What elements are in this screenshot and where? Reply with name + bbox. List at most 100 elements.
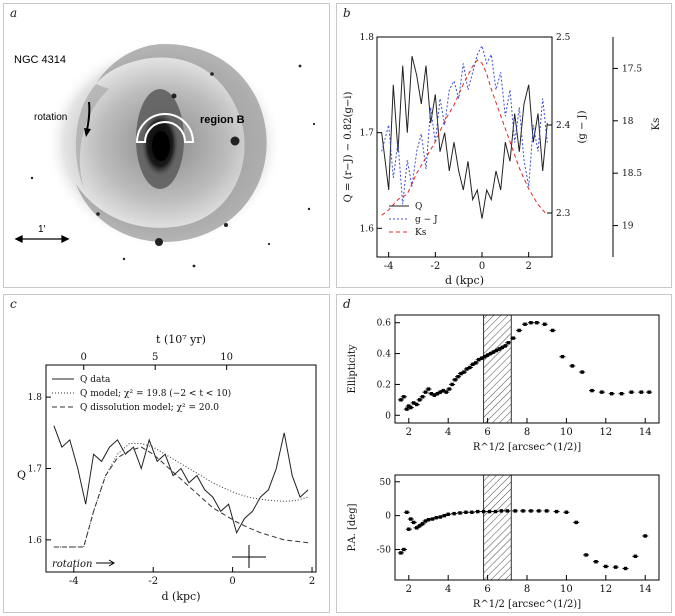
data-point bbox=[535, 321, 539, 325]
data-point bbox=[426, 387, 431, 391]
panel-c: c -4 -2 0 2 d (kpc) 0 5 10 t (10⁷ yr) 1.6 1.7 1.8 Q Q… bbox=[3, 294, 330, 613]
rotation-label: rotation bbox=[52, 559, 92, 570]
x-tick-label: 4 bbox=[445, 427, 451, 438]
x-tick-label: 4 bbox=[445, 584, 451, 595]
data-point bbox=[399, 551, 403, 555]
legend-label-1: g − J bbox=[415, 215, 438, 225]
data-point bbox=[482, 354, 487, 359]
y-axis-label: P.A. [deg] bbox=[347, 503, 358, 551]
y-tick-label: 0.4 bbox=[377, 350, 392, 360]
plot-frame bbox=[394, 474, 660, 581]
x-tick-label: 0 bbox=[479, 261, 485, 272]
data-point bbox=[619, 391, 624, 396]
data-point bbox=[560, 354, 565, 359]
right-tick-label: 18 bbox=[622, 117, 634, 127]
data-point bbox=[452, 511, 456, 516]
data-point bbox=[417, 524, 422, 528]
legend-label-0: Q bbox=[415, 202, 422, 212]
data-point bbox=[477, 358, 481, 362]
data-point bbox=[485, 353, 490, 357]
rotation-arrow bbox=[96, 559, 115, 567]
right-axis-label: Ks bbox=[651, 118, 662, 131]
data-point bbox=[487, 509, 492, 514]
chart-d: 2 4 6 8 10 12 14 R^1/2 [arcsec^(1/2)] 0 0.2 0.4 0.6… bbox=[347, 314, 660, 610]
data-point bbox=[545, 509, 549, 513]
top-axis-label: t (10⁷ yr) bbox=[156, 333, 206, 346]
x-tick-label: 6 bbox=[484, 584, 490, 595]
data-point bbox=[633, 554, 638, 558]
region-b-arc bbox=[135, 113, 195, 143]
data-point bbox=[537, 509, 541, 513]
left-tick-label: 1.7 bbox=[360, 129, 375, 139]
data-point bbox=[643, 534, 647, 538]
data-point bbox=[423, 519, 428, 523]
x-axis-label: R^1/2 [arcsec^(1/2)] bbox=[473, 442, 581, 453]
y-axis-label: Ellipticity bbox=[347, 344, 358, 393]
data-point bbox=[600, 390, 604, 394]
data-point bbox=[442, 513, 446, 518]
data-point bbox=[629, 390, 634, 394]
data-point bbox=[409, 405, 413, 410]
series-line-2 bbox=[381, 59, 548, 216]
data-point bbox=[623, 566, 628, 571]
x-tick-label: 2 bbox=[406, 584, 412, 595]
panel-d: d 2 4 6 8 10 12 14 R^1/2 [arcsec^(1/2)] 0 0.2 0.4 0… bbox=[336, 294, 672, 613]
data-point bbox=[409, 517, 413, 521]
left-tick-label: 1.8 bbox=[360, 33, 375, 43]
x-tick-label: 10 bbox=[560, 427, 573, 438]
x-tick-label: 0 bbox=[229, 576, 235, 587]
data-point bbox=[564, 510, 569, 514]
data-point bbox=[450, 382, 454, 387]
right-tick-label: 18.5 bbox=[622, 169, 642, 179]
data-point bbox=[584, 553, 588, 557]
y-tick-label: 0.2 bbox=[377, 380, 391, 390]
x-tick-label: 14 bbox=[639, 584, 652, 595]
top-tick-label: 5 bbox=[152, 352, 158, 363]
top-tick-label: 0 bbox=[81, 352, 87, 363]
panel-a-letter: a bbox=[10, 6, 18, 20]
y-tick-label: -50 bbox=[377, 546, 392, 556]
y-tick-label: 1.8 bbox=[28, 393, 43, 403]
data-point bbox=[420, 395, 425, 399]
data-point bbox=[594, 560, 598, 564]
mid-tick-label: 2.5 bbox=[556, 33, 571, 43]
left-axis-label: Q = (r−J) − 0.82(g−i) bbox=[343, 92, 354, 203]
series-line-2 bbox=[53, 446, 309, 548]
data-point bbox=[529, 509, 533, 513]
data-point bbox=[590, 388, 594, 393]
data-point bbox=[488, 351, 493, 356]
x-tick-label: 14 bbox=[639, 427, 652, 438]
shaded-region bbox=[483, 474, 512, 581]
panel-b: b -4 -2 0 2 d (kpc) 1.6 1.7 1.8 Q = (r−J) − 0.82… bbox=[336, 3, 672, 288]
y-tick-label: 1.7 bbox=[28, 465, 43, 475]
x-tick-label: 2 bbox=[309, 576, 315, 587]
top-tick-label: 10 bbox=[220, 352, 233, 363]
data-point bbox=[417, 398, 422, 402]
panel-c-letter: c bbox=[10, 297, 17, 311]
rotation-arrowhead bbox=[84, 128, 91, 137]
data-point bbox=[420, 522, 425, 526]
x-tick-label: -2 bbox=[430, 261, 440, 272]
x-axis-label: R^1/2 [arcsec^(1/2)] bbox=[473, 599, 581, 610]
data-point bbox=[399, 398, 403, 402]
legend-label-2: Ks bbox=[415, 228, 427, 238]
data-point bbox=[407, 404, 411, 408]
rotation-label: rotation bbox=[34, 112, 68, 123]
scale-bar bbox=[14, 234, 70, 244]
data-point bbox=[444, 390, 448, 394]
mid-axis-label: (g − J) bbox=[577, 110, 588, 143]
plot-frame bbox=[394, 314, 660, 424]
data-point bbox=[435, 391, 440, 396]
data-point bbox=[446, 512, 450, 516]
chart-b: -4 -2 0 2 d (kpc) 1.6 1.7 1.8 Q = (r−J) − 0.82(g… bbox=[343, 33, 662, 287]
data-point bbox=[513, 509, 517, 513]
x-tick-label: 12 bbox=[599, 584, 612, 595]
legend-label-0: Q data bbox=[80, 375, 111, 385]
data-point bbox=[405, 510, 409, 514]
field-stars bbox=[30, 64, 316, 268]
data-point bbox=[554, 509, 559, 514]
data-point bbox=[543, 322, 547, 326]
data-point bbox=[521, 509, 525, 513]
data-point bbox=[523, 322, 527, 326]
data-point bbox=[494, 348, 499, 353]
